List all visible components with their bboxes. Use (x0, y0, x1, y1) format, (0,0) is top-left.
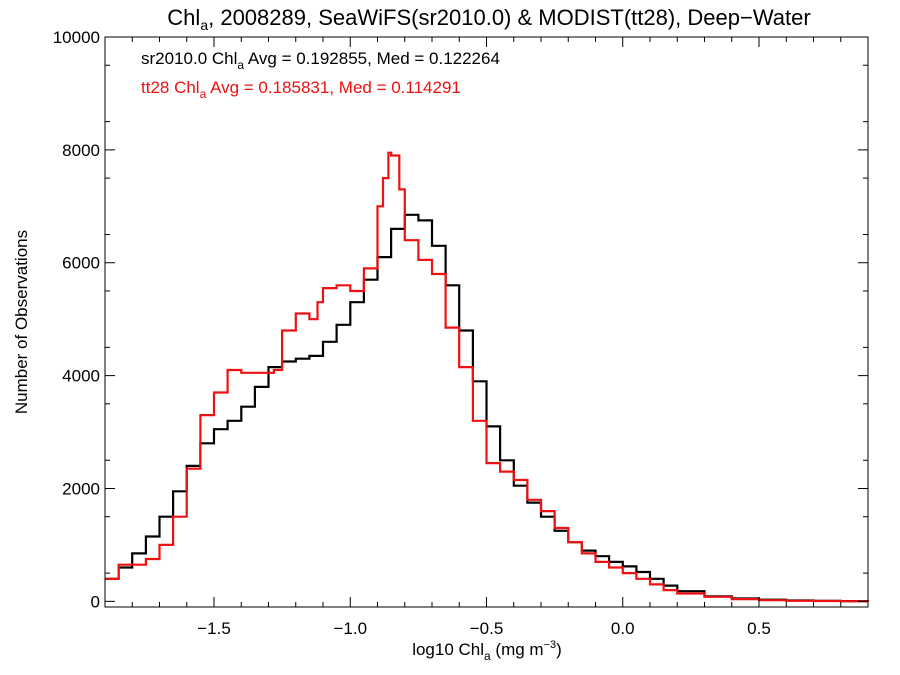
x-axis-label: log10 Chla (mg m−3) (412, 639, 562, 663)
chart-title: Chla, 2008289, SeaWiFS(sr2010.0) & MODIS… (167, 5, 810, 33)
x-tick-label: 0.0 (611, 619, 635, 638)
y-tick-label: 4000 (62, 367, 100, 386)
annotation-sr2010: sr2010.0 Chla Avg = 0.192855, Med = 0.12… (141, 49, 500, 72)
y-tick-label: 6000 (62, 254, 100, 273)
y-tick-label: 8000 (62, 141, 100, 160)
y-tick-label: 2000 (62, 479, 100, 498)
x-tick-label: −1.0 (333, 619, 367, 638)
series-line-tt28 (105, 151, 870, 603)
x-tick-label: 0.5 (747, 619, 771, 638)
plot-frame (104, 36, 869, 608)
tick-layer: −1.5 −1.0 −0.5 0.0 0.5 0 2000 4000 6000 8000 10000 (53, 28, 869, 638)
y-tick-label: 0 (91, 592, 100, 611)
y-tick-label: 10000 (53, 28, 100, 47)
series-line-sr2010-0 (105, 213, 870, 603)
x-tick-label: −0.5 (470, 619, 504, 638)
y-axis-label: Number of Observations (12, 230, 31, 414)
annotation-tt28: tt28 Chla Avg = 0.185831, Med = 0.114291 (141, 78, 461, 101)
x-tick-label: −1.5 (197, 619, 231, 638)
series-layer (105, 151, 870, 603)
